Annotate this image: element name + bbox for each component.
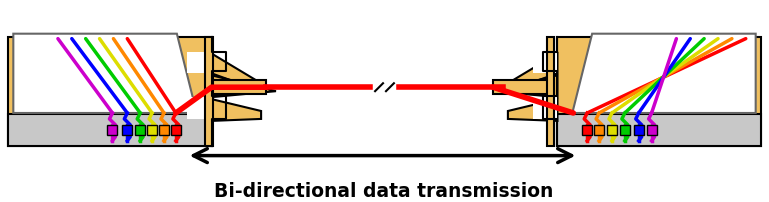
Bar <box>159 125 169 135</box>
Bar <box>108 125 118 135</box>
Bar <box>558 38 761 146</box>
Bar <box>547 38 554 146</box>
Bar <box>594 125 604 135</box>
Bar <box>620 125 630 135</box>
Bar <box>122 125 132 135</box>
Polygon shape <box>493 76 558 98</box>
Bar <box>607 125 617 135</box>
Polygon shape <box>508 100 558 121</box>
Text: Bi-directional data transmission: Bi-directional data transmission <box>215 181 554 200</box>
Polygon shape <box>572 35 756 113</box>
Bar <box>533 98 558 119</box>
Bar <box>205 38 212 146</box>
Bar <box>211 81 266 95</box>
Bar <box>171 125 181 135</box>
Bar <box>493 81 548 95</box>
Bar <box>135 125 145 135</box>
Polygon shape <box>211 100 261 121</box>
Bar <box>634 125 644 135</box>
Polygon shape <box>508 54 558 92</box>
Bar <box>187 98 211 119</box>
Polygon shape <box>211 54 261 92</box>
Bar <box>582 125 592 135</box>
Bar <box>8 38 211 146</box>
Bar <box>533 52 558 74</box>
Bar <box>147 125 157 135</box>
Bar <box>558 114 761 146</box>
Polygon shape <box>211 76 276 98</box>
Polygon shape <box>13 35 197 113</box>
Bar <box>8 114 211 146</box>
Bar <box>187 52 211 74</box>
Bar <box>647 125 657 135</box>
